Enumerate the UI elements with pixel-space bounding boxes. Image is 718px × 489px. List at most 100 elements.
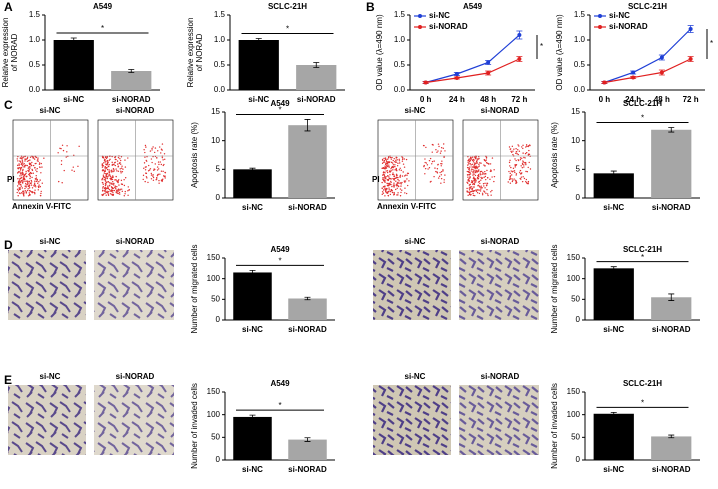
dot <box>152 174 154 176</box>
dot <box>478 192 481 195</box>
dot <box>472 170 475 172</box>
dot <box>401 189 403 191</box>
y-tick-label: 1.5 <box>29 10 41 19</box>
chart-title: A549 <box>270 379 290 388</box>
dot <box>473 166 475 168</box>
dot <box>145 176 148 178</box>
dot <box>384 163 387 166</box>
dot <box>481 187 483 189</box>
dot <box>440 165 442 167</box>
dot <box>515 174 517 176</box>
dot <box>509 177 511 179</box>
dot <box>104 169 106 171</box>
dot <box>25 175 27 178</box>
dot <box>388 184 390 186</box>
dot <box>391 162 394 164</box>
dot <box>16 191 18 194</box>
dot <box>477 166 479 168</box>
dot <box>384 189 386 191</box>
dot <box>515 181 518 184</box>
dot <box>401 156 403 158</box>
dot <box>112 180 114 183</box>
dot <box>18 163 20 165</box>
dot <box>440 174 443 176</box>
dot <box>525 181 528 184</box>
dot <box>484 170 486 173</box>
dot <box>520 165 522 167</box>
marker <box>517 33 522 37</box>
dot <box>386 184 389 187</box>
error-bar <box>249 270 256 275</box>
dot <box>391 156 393 159</box>
dot <box>401 160 404 162</box>
dot <box>390 168 392 170</box>
x-tick-label: si-NORAD <box>652 465 691 474</box>
dot <box>521 180 524 183</box>
dot <box>381 167 383 170</box>
marker <box>688 27 693 31</box>
dot <box>146 155 148 158</box>
dot <box>121 165 123 167</box>
dot <box>106 191 108 194</box>
dot <box>386 171 389 174</box>
y-tick-label: 1.0 <box>574 35 586 44</box>
dot <box>525 151 528 154</box>
panel-label: E <box>4 373 12 387</box>
dot <box>485 184 488 187</box>
error-bar <box>304 119 311 132</box>
dot <box>477 185 479 187</box>
dot <box>25 184 27 186</box>
dot <box>21 159 23 161</box>
dot <box>474 169 476 172</box>
dot <box>113 170 115 172</box>
dot <box>398 182 400 185</box>
dot <box>472 177 475 180</box>
dot <box>388 164 390 166</box>
dot <box>26 156 29 159</box>
dot <box>124 166 127 168</box>
series-line <box>604 28 692 84</box>
error-bar <box>128 69 135 73</box>
dot <box>482 183 485 185</box>
image-caption: si-NC <box>405 106 426 115</box>
dot <box>480 176 482 179</box>
image-caption: si-NC <box>405 237 426 246</box>
dot <box>527 182 529 184</box>
dot <box>103 179 105 181</box>
y-tick-label: 5 <box>216 164 221 173</box>
annotation: * <box>540 42 543 51</box>
dot <box>34 184 37 187</box>
dot <box>385 170 387 172</box>
dot <box>103 172 106 174</box>
dot <box>389 174 391 176</box>
dot <box>38 181 40 183</box>
marker <box>659 70 664 75</box>
dot <box>28 169 30 171</box>
legend-marker <box>598 14 602 18</box>
dot <box>127 157 129 159</box>
dot <box>515 159 517 162</box>
y-tick-label: 1.5 <box>214 10 226 19</box>
dot <box>161 156 164 159</box>
dot <box>525 163 527 166</box>
y-tick-label: 0.0 <box>214 85 226 94</box>
chart-title: SCLC-21H <box>623 379 662 388</box>
dot <box>392 159 394 162</box>
dot <box>440 147 443 149</box>
dot <box>156 169 159 171</box>
dot <box>524 161 527 164</box>
dot <box>399 175 401 177</box>
dot <box>485 157 488 159</box>
dot <box>24 178 26 181</box>
dot <box>382 174 384 176</box>
dot <box>472 183 474 186</box>
dot <box>438 175 441 177</box>
dot <box>386 175 389 177</box>
y-tick-label: 0.5 <box>574 60 586 69</box>
dot <box>473 182 476 184</box>
dot <box>107 161 109 164</box>
dot <box>28 170 30 173</box>
dot <box>468 189 471 191</box>
dot <box>525 180 527 183</box>
dot <box>484 175 487 178</box>
